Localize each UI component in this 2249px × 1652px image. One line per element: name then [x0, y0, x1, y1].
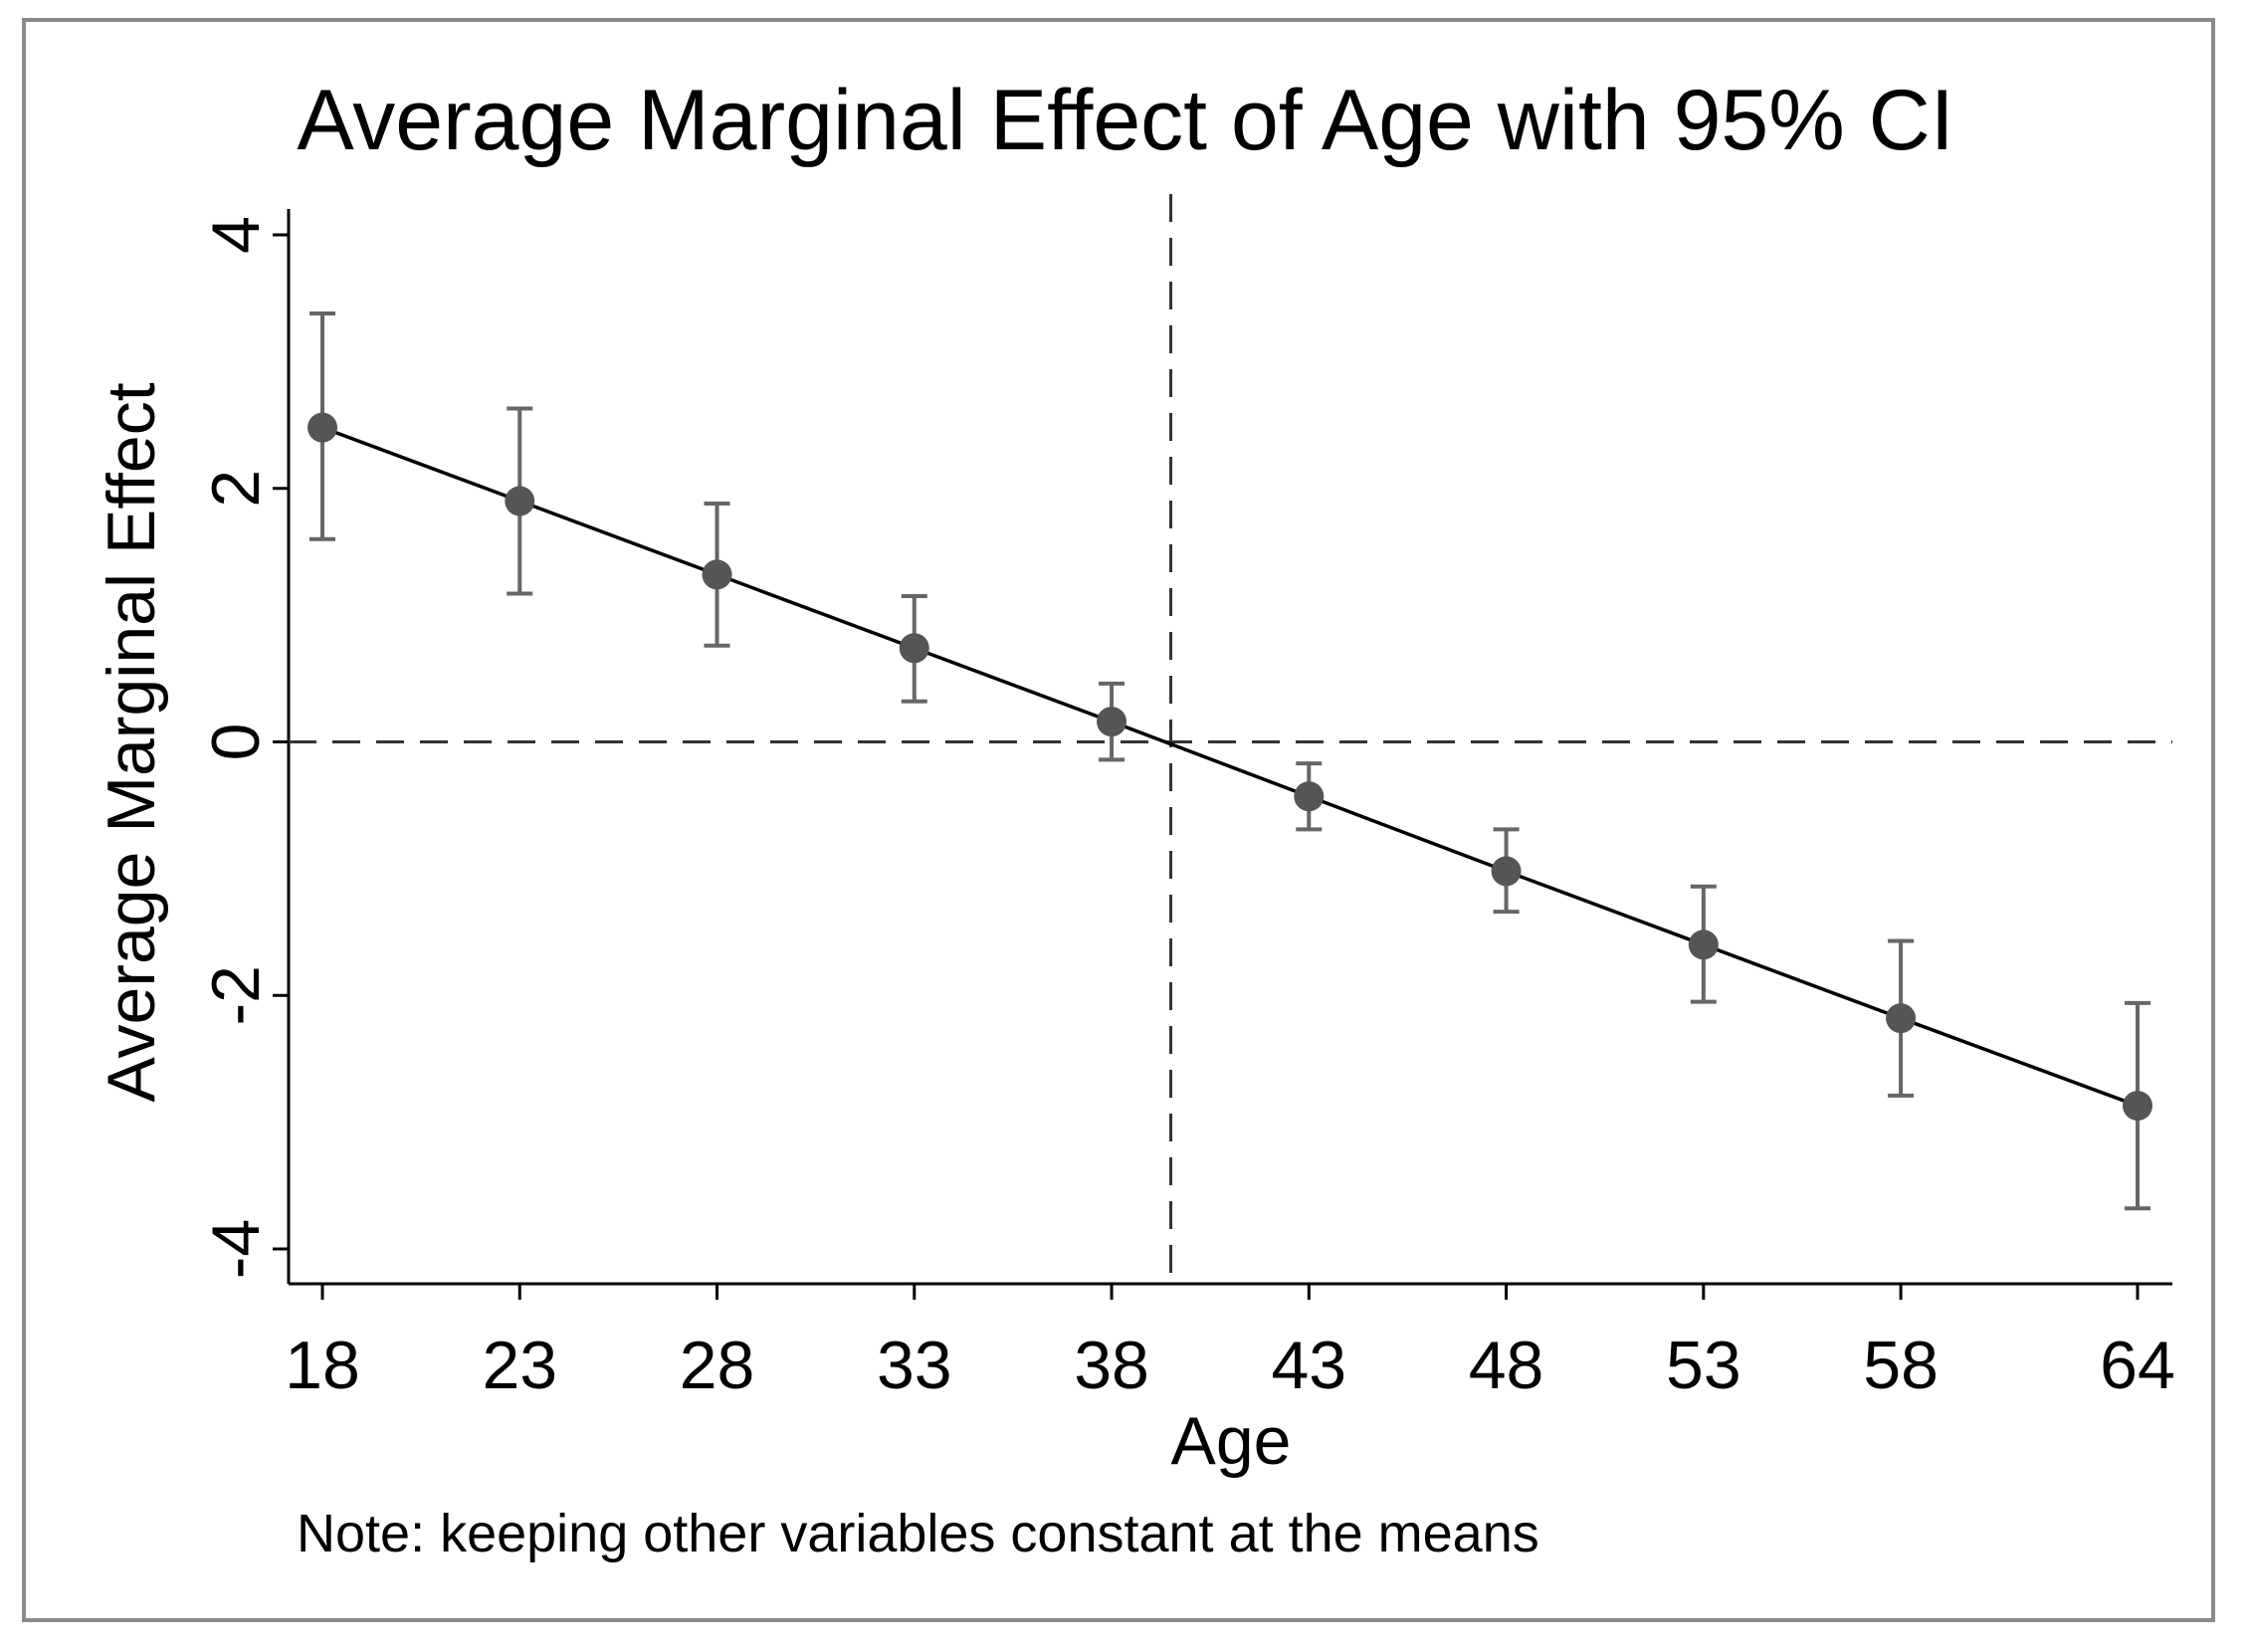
chart-frame	[22, 18, 2215, 1622]
x-tick-label-4: 38	[1074, 1328, 1149, 1403]
data-point-2	[702, 559, 732, 590]
x-tick-label-8: 58	[1863, 1328, 1939, 1403]
data-point-7	[1688, 929, 1719, 960]
plot-area: -4 -2 0 2 4 18 23 28 33 38 43 48 53 58 64	[198, 194, 2175, 1403]
y-tick-label-1: -2	[198, 965, 274, 1025]
x-tick-label-2: 28	[680, 1328, 755, 1403]
chart-title: Average Marginal Effect of Age with 95% …	[297, 73, 1953, 168]
data-point-8	[1886, 1003, 1917, 1034]
x-tick-label-0: 18	[285, 1328, 360, 1403]
data-point-1	[505, 486, 535, 516]
x-axis-title: Age	[1171, 1403, 1292, 1479]
marginal-effect-line	[321, 425, 2139, 1108]
data-point-5	[1294, 781, 1325, 812]
x-tick-label-7: 53	[1666, 1328, 1741, 1403]
data-point-6	[1491, 856, 1522, 887]
data-point-4	[1097, 707, 1127, 737]
data-point-9	[2123, 1091, 2152, 1122]
y-axis-title: Average Marginal Effect	[94, 382, 169, 1102]
x-tick-label-5: 43	[1271, 1328, 1346, 1403]
x-tick-label-6: 48	[1469, 1328, 1544, 1403]
chart-note: Note: keeping other variables constant a…	[297, 1504, 1539, 1563]
x-tick-label-1: 23	[482, 1328, 557, 1403]
y-tick-label-3: 2	[198, 470, 274, 508]
data-point-3	[899, 633, 929, 664]
x-tick-label-9: 64	[2100, 1328, 2175, 1403]
y-tick-label-2: 0	[198, 723, 274, 761]
y-tick-label-4: 4	[198, 216, 274, 254]
y-tick-label-0: -4	[198, 1219, 274, 1279]
data-point-0	[307, 412, 337, 443]
x-tick-label-3: 33	[877, 1328, 952, 1403]
